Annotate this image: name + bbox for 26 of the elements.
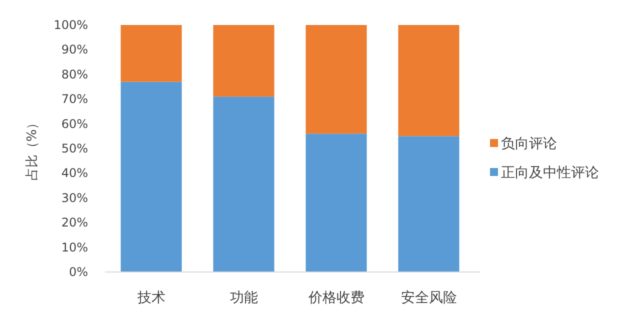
bar xyxy=(306,25,367,134)
bar xyxy=(120,25,182,82)
bar xyxy=(213,25,274,97)
y-tick-label: 70% xyxy=(61,92,88,106)
x-tick-label: 技术 xyxy=(136,290,166,306)
y-tick-label: 50% xyxy=(61,142,88,156)
legend-label: 负向评论 xyxy=(501,136,557,152)
y-tick-label: 0% xyxy=(68,265,88,279)
y-axis-title: 占比（%） xyxy=(25,116,40,181)
y-tick-label: 80% xyxy=(61,67,88,82)
y-tick-label: 30% xyxy=(61,190,88,205)
y-tick-label: 60% xyxy=(61,116,88,131)
bar xyxy=(120,82,182,272)
y-tick-label: 40% xyxy=(61,166,88,180)
legend-label: 正向及中性评论 xyxy=(501,165,599,181)
y-tick-label: 10% xyxy=(61,240,88,254)
y-tick-label: 90% xyxy=(61,42,88,57)
x-tick-label: 功能 xyxy=(230,290,258,306)
y-tick-label: 100% xyxy=(54,18,88,32)
bar xyxy=(398,25,460,136)
bar xyxy=(398,136,460,272)
bar xyxy=(306,134,367,272)
y-tick-label: 20% xyxy=(61,216,88,230)
x-tick-label: 安全风险 xyxy=(400,290,457,306)
bar xyxy=(213,96,274,272)
x-tick-label: 价格收费 xyxy=(307,290,364,306)
